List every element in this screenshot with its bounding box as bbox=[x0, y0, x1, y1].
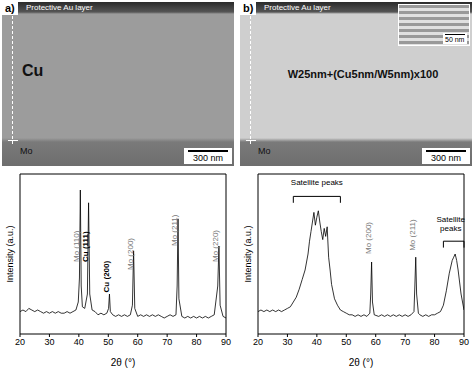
html-text:Cu: Cu bbox=[22, 62, 44, 79]
svg-text:Cu (200): Cu (200) bbox=[102, 261, 111, 293]
svg-text:80: 80 bbox=[430, 337, 440, 347]
svg-text:40: 40 bbox=[312, 337, 322, 347]
html-text:300 nm: 300 nm bbox=[193, 153, 223, 163]
html-text:Mo: Mo bbox=[20, 146, 33, 156]
svg-text:90: 90 bbox=[459, 337, 469, 347]
svg-text:50: 50 bbox=[341, 337, 351, 347]
svg-text:2θ (°): 2θ (°) bbox=[349, 357, 374, 368]
svg-text:60: 60 bbox=[133, 337, 143, 347]
html-text:Protective Au layer: Protective Au layer bbox=[264, 3, 331, 12]
svg-text:30: 30 bbox=[44, 337, 54, 347]
svg-text:30: 30 bbox=[282, 337, 292, 347]
svg-text:20: 20 bbox=[253, 337, 263, 347]
svg-text:60: 60 bbox=[371, 337, 381, 347]
svg-text:50: 50 bbox=[103, 337, 113, 347]
svg-text:Satellite peaks: Satellite peaks bbox=[291, 178, 343, 187]
svg-text:2θ (°): 2θ (°) bbox=[111, 357, 136, 368]
svg-text:Mo (200): Mo (200) bbox=[126, 238, 135, 270]
svg-text:Intensity (a.u.): Intensity (a.u.) bbox=[243, 225, 253, 282]
svg-text:Intensity (a.u.): Intensity (a.u.) bbox=[5, 225, 15, 282]
svg-text:80: 80 bbox=[192, 337, 202, 347]
html-text:50 nm: 50 nm bbox=[445, 36, 465, 43]
svg-text:Cu (111): Cu (111) bbox=[81, 231, 90, 262]
svg-text:20: 20 bbox=[15, 337, 25, 347]
html-text:300 nm: 300 nm bbox=[431, 153, 461, 163]
svg-text:90: 90 bbox=[221, 337, 231, 347]
svg-text:Mo (211): Mo (211) bbox=[170, 214, 179, 246]
html-text:Mo: Mo bbox=[258, 146, 271, 156]
svg-text:70: 70 bbox=[162, 337, 172, 347]
html-text:Protective Au layer: Protective Au layer bbox=[26, 3, 93, 12]
svg-text:Mo (220): Mo (220) bbox=[211, 230, 220, 262]
svg-text:70: 70 bbox=[400, 337, 410, 347]
svg-text:Mo (211): Mo (211) bbox=[408, 219, 417, 251]
svg-text:Satellitepeaks: Satellitepeaks bbox=[437, 215, 466, 233]
svg-text:40: 40 bbox=[74, 337, 84, 347]
svg-text:Mo (110): Mo (110) bbox=[72, 230, 81, 262]
html-text:b): b) bbox=[243, 2, 254, 14]
html-text:a): a) bbox=[5, 2, 15, 14]
svg-text:Mo (200): Mo (200) bbox=[364, 222, 373, 254]
html-text:W25nm+(Cu5nm/W5nm)x100: W25nm+(Cu5nm/W5nm)x100 bbox=[287, 68, 439, 80]
